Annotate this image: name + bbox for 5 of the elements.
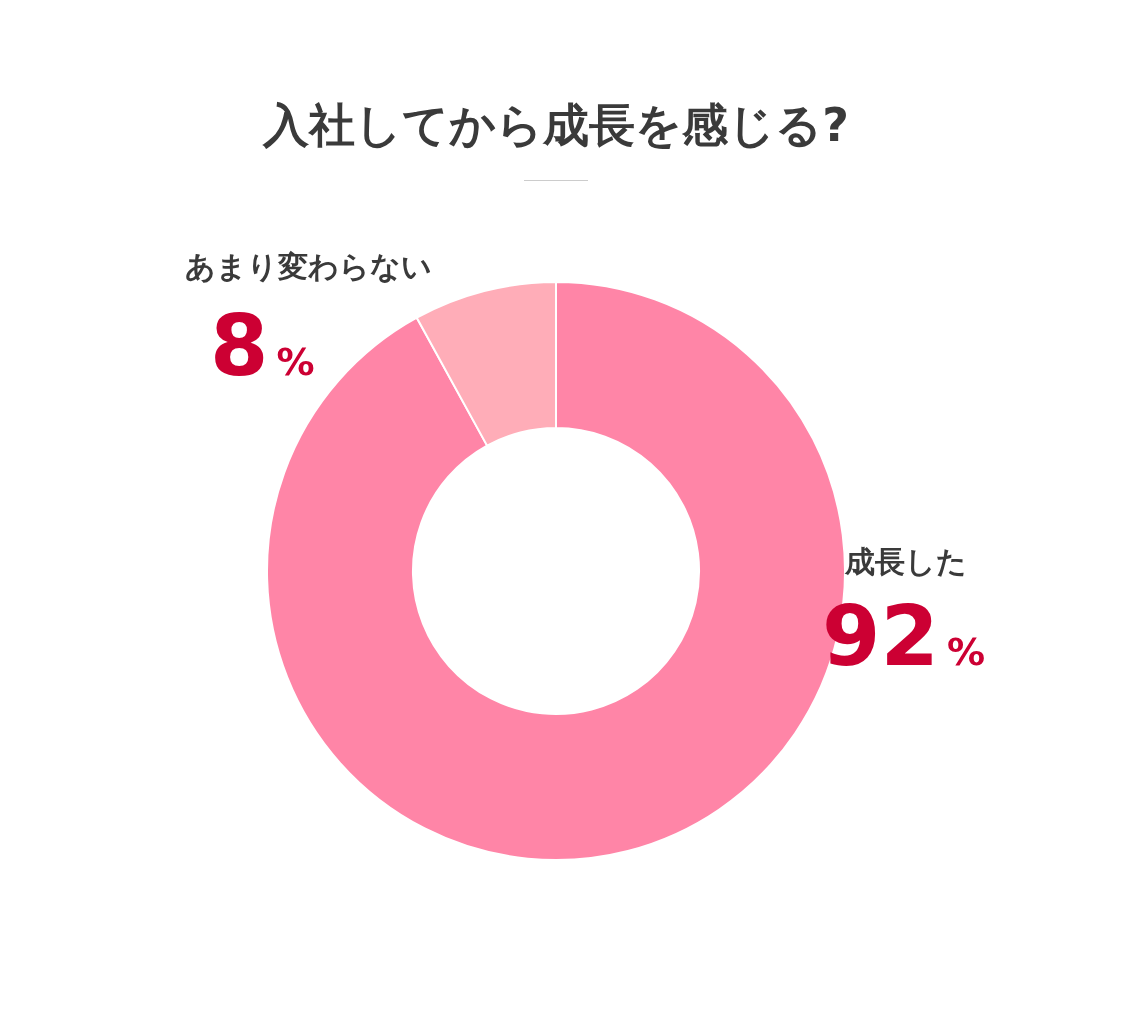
slice-label: あまり変わらない xyxy=(185,249,432,284)
data-label: 92% xyxy=(822,587,985,685)
data-label: 8% xyxy=(210,297,315,395)
chart-title: 入社してから成長を感じる? xyxy=(261,97,850,154)
slice-label: 成長した xyxy=(844,544,967,579)
